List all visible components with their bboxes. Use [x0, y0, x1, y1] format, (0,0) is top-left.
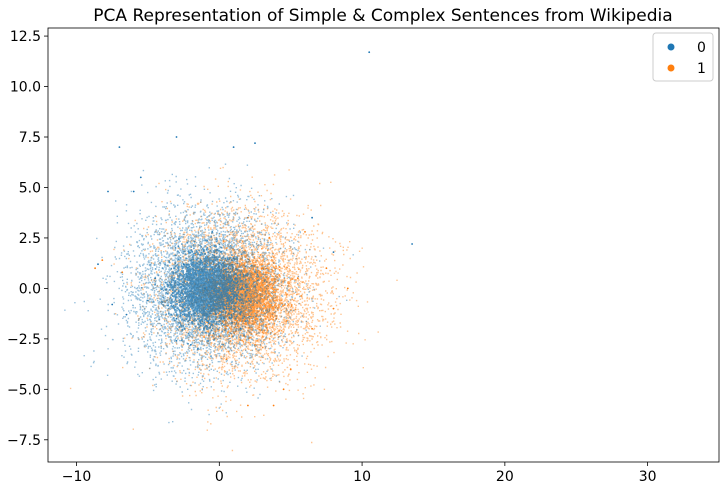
series-0-point: [107, 190, 109, 193]
y-tick-label: 5.0: [19, 180, 41, 196]
x-tick-label: 10: [353, 469, 371, 485]
plot-area: [64, 51, 413, 452]
series-0-point: [311, 216, 313, 219]
x-tick-label: 20: [496, 469, 514, 485]
series-0-density-cloud: [64, 163, 354, 424]
series-0: [64, 51, 413, 424]
series-0-point: [411, 243, 413, 245]
legend-marker-0: [667, 43, 675, 51]
series-0-point: [211, 231, 214, 233]
series-1-point: [304, 231, 306, 233]
series-0-point: [368, 51, 371, 54]
series-1-point: [94, 267, 96, 270]
series-1-point: [311, 327, 313, 330]
series-0-point: [225, 307, 228, 310]
series-0-point: [139, 176, 142, 179]
series-0-core: [140, 232, 266, 357]
series-1-point: [325, 267, 328, 270]
series-0-point: [189, 344, 192, 346]
legend-label-1: 1: [697, 61, 706, 77]
x-tick-label: −10: [62, 469, 92, 485]
series-0-point: [111, 303, 114, 306]
legend-marker-1: [667, 64, 675, 72]
series-0-point: [182, 263, 185, 266]
series-1-point: [247, 216, 249, 219]
series-0-point: [232, 146, 235, 149]
series-1-point: [101, 259, 104, 261]
series-0-point: [204, 287, 206, 290]
y-tick-label: −2.5: [7, 332, 41, 348]
chart-title: PCA Representation of Simple & Complex S…: [93, 6, 672, 26]
series-1-point: [332, 307, 335, 310]
series-1-point: [289, 368, 292, 370]
series-1-point: [247, 404, 249, 407]
series-1-point: [296, 277, 299, 280]
y-tick-label: −7.5: [7, 433, 41, 449]
series-0-point: [239, 327, 242, 330]
legend: 01: [652, 32, 714, 82]
y-tick-label: 7.5: [19, 130, 41, 146]
y-tick-label: 2.5: [19, 231, 41, 247]
series-1-point: [121, 271, 124, 274]
legend-label-0: 0: [697, 40, 706, 56]
series-0-point: [332, 251, 335, 254]
series-0-point: [154, 277, 157, 280]
series-0-point: [175, 340, 178, 342]
series-0-point: [132, 190, 135, 193]
series-1-point: [268, 237, 271, 239]
series-1-point: [282, 388, 285, 391]
series-0-point: [97, 263, 99, 266]
series-1-point: [225, 358, 228, 360]
x-axis: −10 0 10 20 30: [62, 462, 657, 485]
y-tick-label: 12.5: [10, 29, 41, 45]
series-0-point: [147, 299, 149, 302]
y-tick-label: −5.0: [7, 382, 41, 398]
series-1-point: [272, 404, 275, 407]
x-tick-label: 0: [215, 469, 224, 485]
series-0-point: [232, 257, 235, 259]
series-0-point: [125, 313, 128, 316]
series-1-point: [254, 344, 256, 346]
series-1-point: [346, 287, 349, 290]
x-tick-label: 30: [639, 469, 657, 485]
series-0-point: [118, 146, 121, 149]
y-axis: −7.5 −5.0 −2.5 0.0 2.5 5.0 7.5 10.0 12.5: [7, 29, 48, 449]
y-tick-label: 0.0: [19, 281, 41, 297]
y-tick-label: 10.0: [10, 80, 41, 96]
series-0-point: [175, 317, 178, 320]
series-1-point: [261, 267, 263, 270]
series-0-point: [197, 348, 199, 350]
series-0-point: [175, 136, 178, 138]
series-1-point: [275, 317, 278, 320]
plot-frame: [47, 27, 720, 463]
series-0-point: [254, 142, 256, 145]
